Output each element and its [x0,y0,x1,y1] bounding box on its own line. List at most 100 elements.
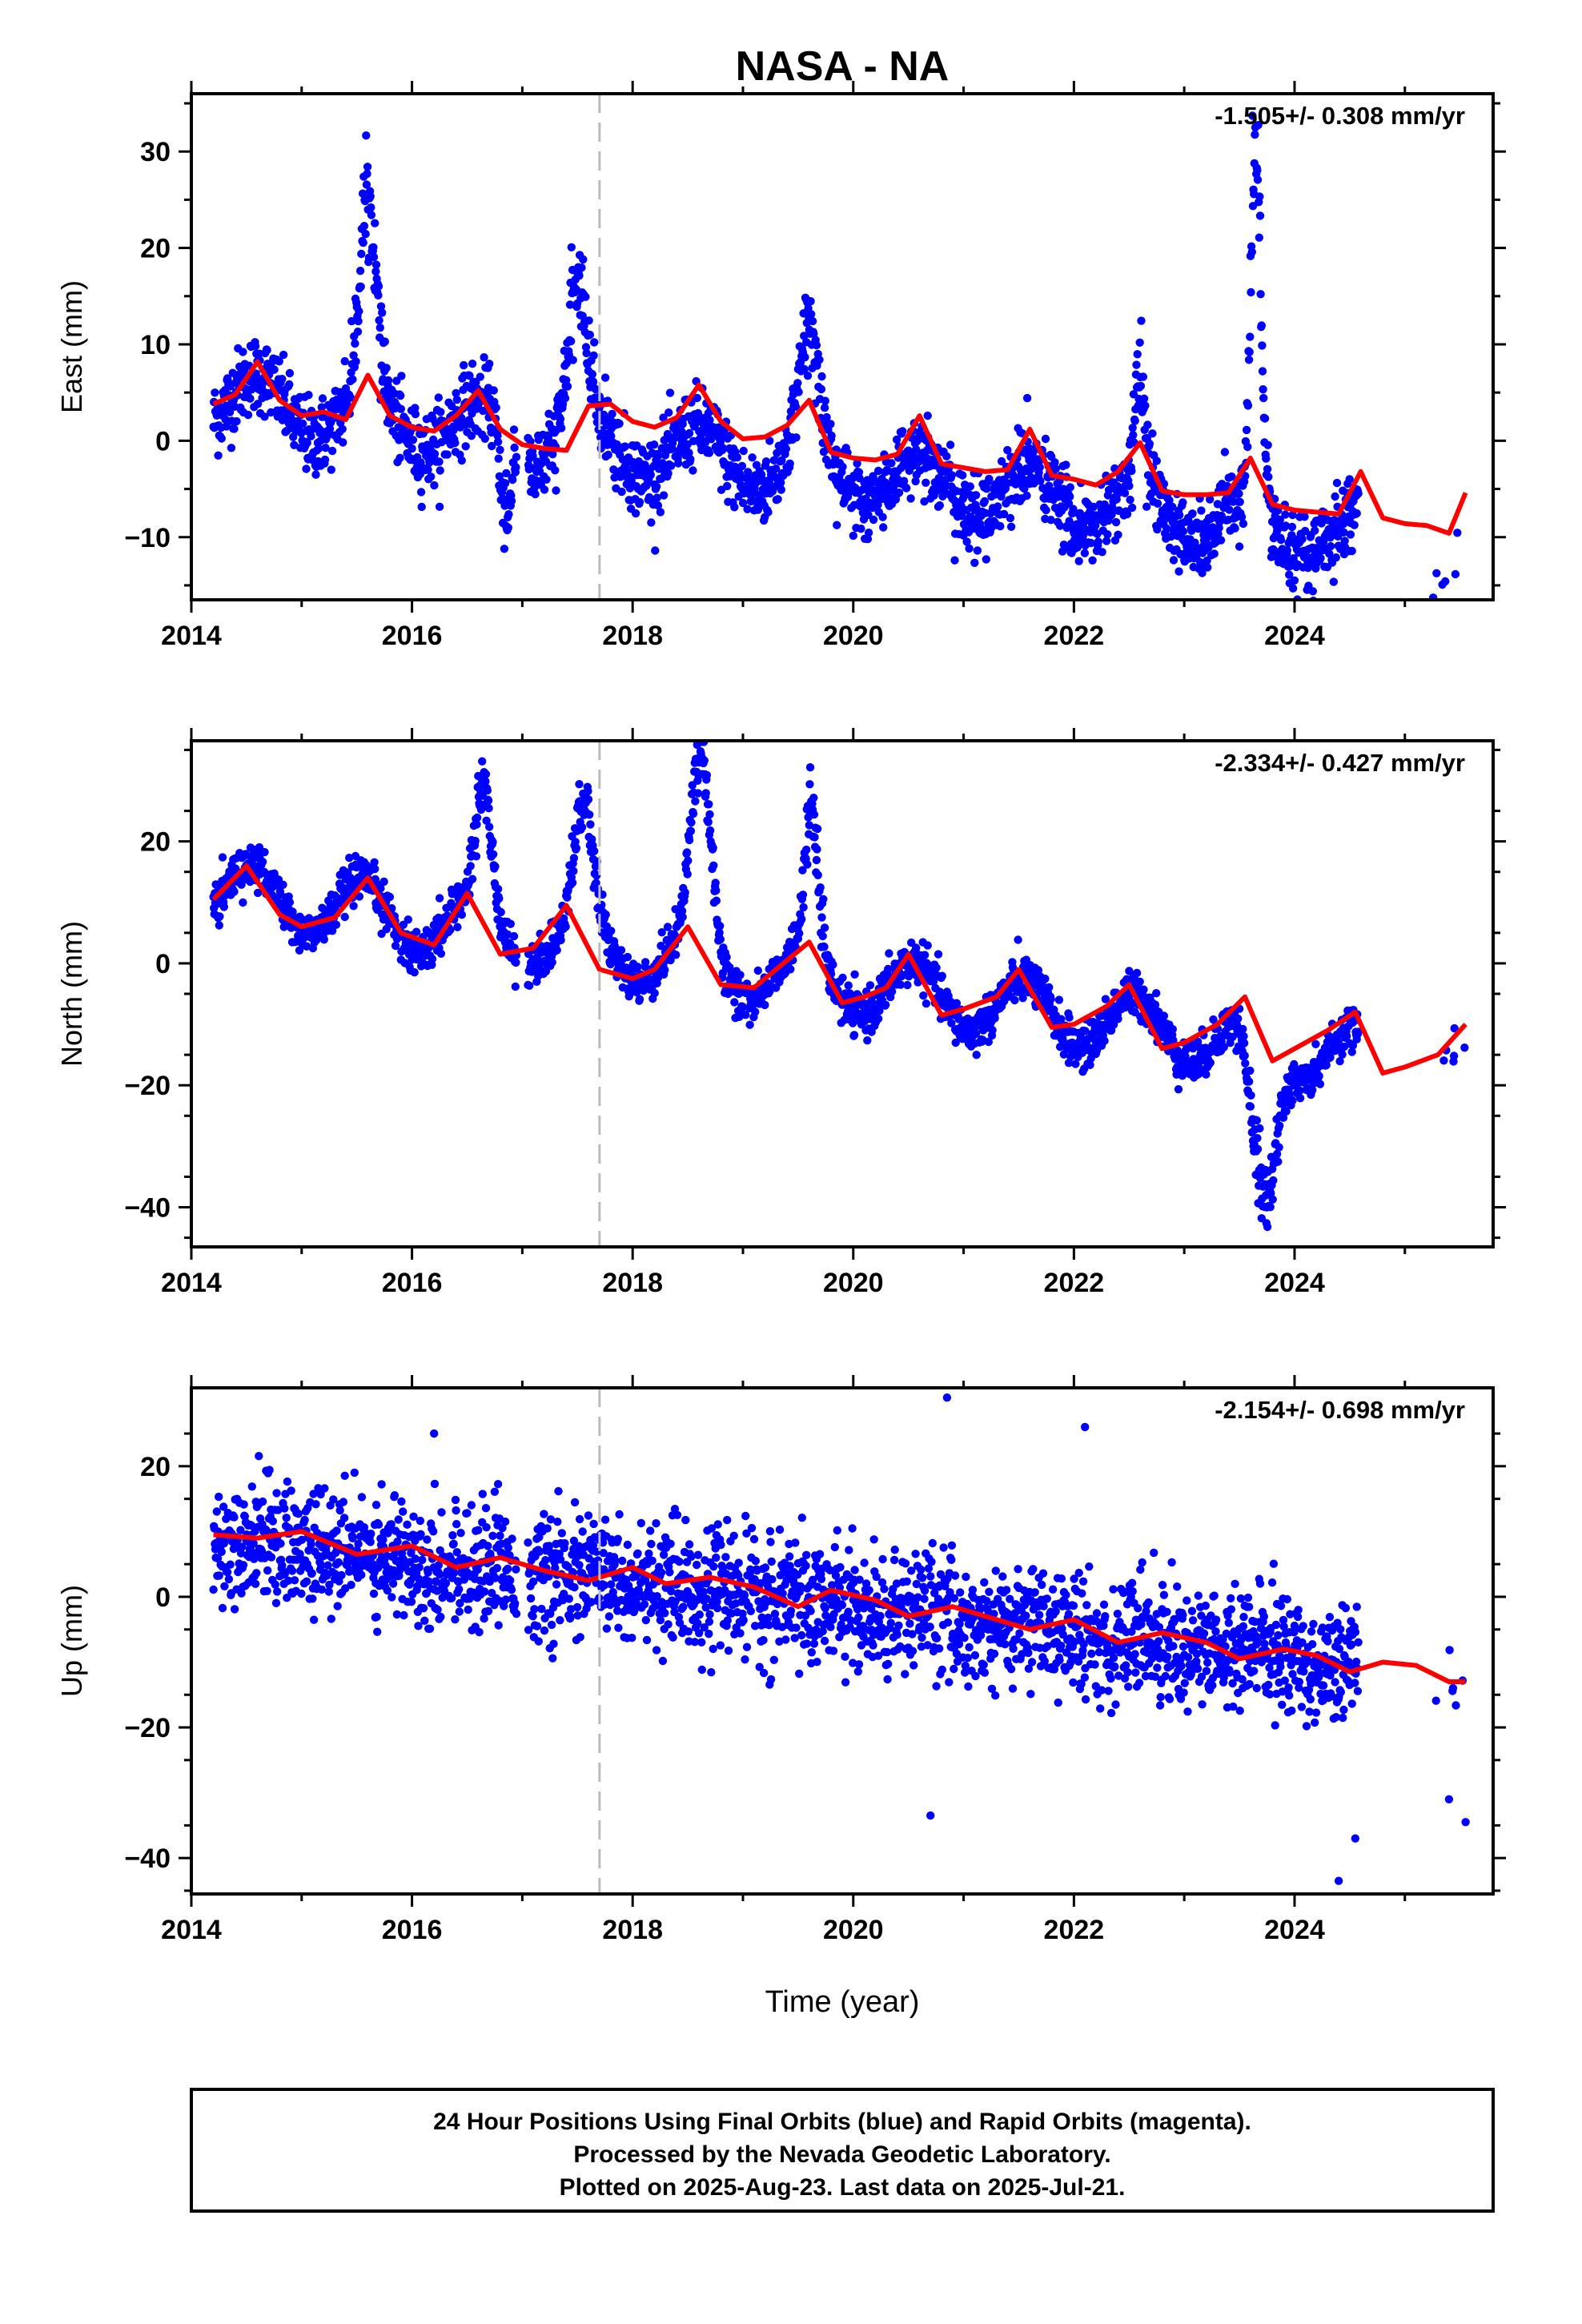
data-point [560,394,570,403]
data-point [1264,472,1273,481]
data-point [457,456,466,465]
data-point [376,884,385,893]
data-point [495,894,504,903]
data-point [1242,425,1251,435]
data-point [1125,481,1134,490]
data-point [794,388,803,396]
data-point [1346,530,1355,539]
data-point [480,353,488,362]
data-point [1272,1149,1282,1159]
data-point [329,1495,338,1504]
data-point [887,987,897,996]
data-point [607,927,616,935]
data-point [504,523,512,533]
data-point [1174,567,1183,576]
data-point [590,338,599,347]
data-point [351,357,360,366]
data-point [327,465,335,474]
data-point [898,427,907,436]
data-point [1153,525,1162,534]
data-point [896,980,905,989]
data-point [221,415,230,424]
data-point [590,846,599,856]
data-point [411,409,420,419]
data-point [355,267,365,275]
data-point [267,1553,276,1562]
rate-annotation-east: -1.505+/- 0.308 mm/yr [1215,102,1465,130]
data-point [1334,1037,1343,1046]
data-point [1034,966,1043,975]
data-point [685,835,694,845]
data-point [1166,532,1176,541]
data-point [1041,975,1050,983]
data-point [285,380,294,389]
data-point [466,862,475,870]
data-point [1135,338,1144,347]
data-point [218,1603,227,1613]
data-point [942,452,951,460]
data-point [483,786,492,795]
data-point [743,505,752,513]
data-point [436,466,444,475]
data-point [738,498,748,508]
x-tick-label: 2014 [161,621,222,651]
data-point [283,1576,293,1586]
data-point [812,855,821,865]
data-point [1128,424,1137,432]
data-point [681,888,689,897]
data-point [809,794,818,802]
data-point [1255,211,1265,220]
data-point [484,804,493,813]
data-point [383,376,393,385]
data-point [488,441,496,451]
data-point [1237,513,1247,521]
data-point [1235,542,1244,551]
data-point [1136,381,1146,391]
data-point [303,438,311,448]
data-point [805,780,814,789]
data-point [268,1517,277,1526]
data-point [548,958,556,967]
data-point [1432,569,1441,577]
data-point [1255,1124,1264,1133]
data-point [382,364,391,372]
data-point [506,919,515,928]
data-point [829,960,837,969]
data-point [722,953,731,962]
data-point [1066,483,1075,492]
data-point [686,455,695,464]
data-point [1244,1077,1254,1086]
data-point [1315,1072,1323,1080]
data-point [363,163,372,171]
data-point [1202,1070,1211,1079]
data-point [664,468,673,478]
data-point [424,465,432,474]
final-orbit-points-up [209,1393,1470,1885]
data-point [764,508,773,517]
x-tick-label: 2014 [161,1268,222,1298]
data-point [307,1569,316,1578]
data-point [1262,454,1271,463]
data-point [584,786,592,796]
data-point [1263,464,1272,473]
final-orbit-points-north [209,741,1469,1232]
data-point [650,989,659,998]
data-point [376,302,386,311]
data-point [785,459,794,468]
data-point [744,468,753,476]
data-point [1139,394,1149,403]
data-point [396,453,404,462]
data-point [588,377,598,386]
data-point [795,929,804,938]
data-point [608,409,616,419]
data-point [946,440,955,449]
data-point [665,388,675,397]
chart-title: NASA - NA [736,43,950,90]
data-point [965,544,974,553]
data-point [1285,570,1294,579]
data-point [369,243,378,251]
x-tick-label: 2016 [382,621,443,651]
data-point [950,556,959,565]
data-point [712,896,721,905]
data-point [493,431,502,440]
